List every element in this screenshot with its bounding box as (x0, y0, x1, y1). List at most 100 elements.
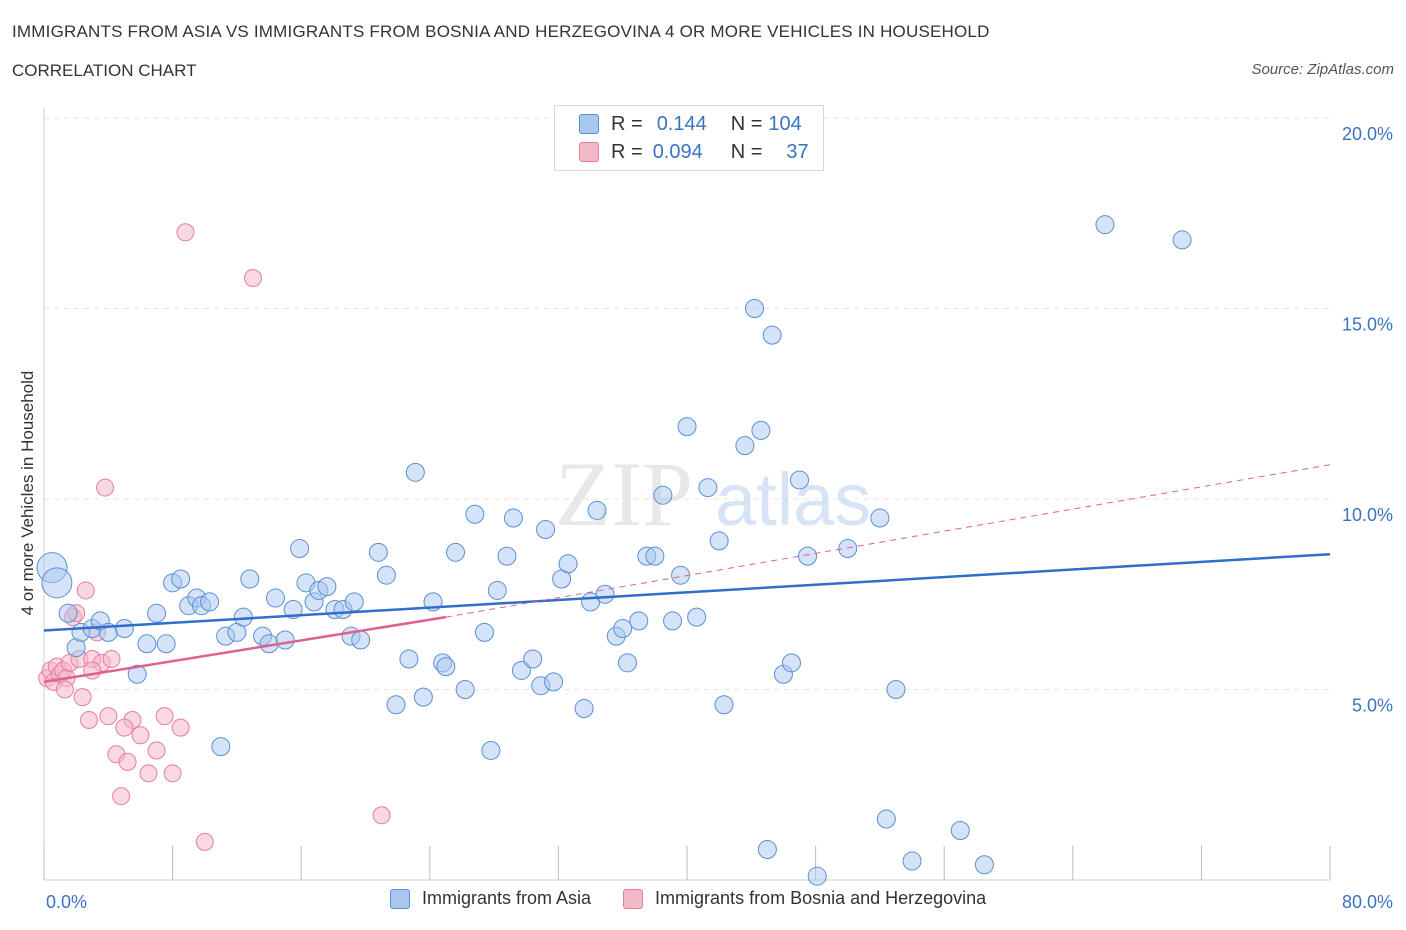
point-asia (595, 584, 615, 604)
point-asia (757, 840, 777, 860)
point-asia (275, 630, 295, 650)
point-bosnia (76, 581, 95, 600)
point-bosnia (80, 710, 99, 729)
gridlines (44, 117, 1330, 690)
legend-swatch-asia (390, 888, 410, 909)
point-asia (481, 740, 501, 760)
point-asia (807, 866, 827, 886)
y-tick-label: 10.0% (1342, 505, 1393, 525)
point-bosnia (102, 650, 121, 669)
legend-r-value: 0.144 (656, 112, 707, 135)
point-asia (211, 737, 231, 757)
chart-subtitle: CORRELATION CHART (12, 61, 197, 80)
point-asia (344, 592, 364, 612)
point-asia (58, 603, 78, 623)
point-asia (558, 554, 578, 574)
legend-n-value: 37 (786, 140, 809, 163)
point-asia (790, 470, 810, 490)
legend-r-label: R = (611, 112, 643, 135)
x-tick-label: 80.0% (1342, 892, 1393, 912)
point-bosnia (96, 478, 115, 497)
point-asia (663, 611, 683, 631)
point-bosnia (118, 752, 137, 771)
point-bosnia (73, 688, 92, 707)
point-asia (137, 634, 157, 654)
point-asia (714, 695, 734, 715)
trendlines (43, 464, 1331, 684)
stats-legend: R = 0.144 N = 104 R = 0.094 N = 37 (554, 105, 824, 171)
point-asia (523, 649, 543, 669)
point-asia (613, 619, 633, 639)
legend-item-bosnia: Immigrants from Bosnia and Herzegovina (623, 888, 986, 909)
point-bosnia (139, 764, 158, 783)
point-asia (171, 569, 191, 589)
point-asia (950, 820, 970, 840)
point-asia (317, 577, 337, 597)
point-asia (698, 478, 718, 498)
legend-r-label: R = (611, 140, 643, 163)
point-asia (544, 672, 564, 692)
point-asia (147, 603, 167, 623)
point-asia (265, 588, 285, 608)
y-axis-label: 4 or more Vehicles in Household (18, 371, 37, 616)
point-asia (735, 436, 755, 456)
point-asia (351, 630, 371, 650)
legend-swatch-asia (579, 114, 599, 134)
point-asia (127, 664, 147, 684)
point-asia (870, 508, 890, 528)
point-asia (876, 809, 896, 829)
point-asia (574, 699, 594, 719)
point-asia (886, 680, 906, 699)
point-bosnia (112, 787, 131, 806)
tick-labels: 5.0% 10.0% 15.0% 20.0% 0.0% 80.0% (46, 124, 1393, 912)
point-bosnia (55, 680, 74, 699)
point-bosnia (83, 661, 102, 680)
point-asia (446, 542, 466, 562)
point-asia (511, 660, 531, 680)
point-asia (156, 634, 176, 654)
point-asia (781, 653, 801, 673)
point-asia (1095, 215, 1115, 235)
legend-label-bosnia: Immigrants from Bosnia and Herzegovina (655, 888, 987, 908)
point-asia (41, 567, 73, 599)
point-asia (413, 687, 433, 707)
point-bosnia (131, 726, 150, 745)
point-asia (497, 546, 517, 566)
point-asia (114, 619, 134, 639)
point-bosnia (147, 741, 166, 760)
point-asia (283, 599, 303, 619)
point-asia (503, 508, 523, 528)
point-bosnia (155, 707, 174, 726)
legend-label-asia: Immigrants from Asia (422, 888, 592, 908)
series-bosnia-points (38, 223, 391, 851)
point-asia (838, 539, 858, 559)
point-asia (455, 680, 475, 699)
point-asia (745, 299, 765, 318)
point-asia (290, 539, 310, 559)
point-asia (536, 519, 556, 539)
point-bosnia (171, 718, 190, 737)
chart-title: IMMIGRANTS FROM ASIA VS IMMIGRANTS FROM … (12, 22, 990, 41)
point-asia (368, 542, 388, 562)
point-asia (751, 420, 771, 440)
legend-n-value: 104 (768, 112, 802, 135)
series-asia-points (36, 215, 1192, 886)
legend-row-bosnia: R = 0.094 N = 37 (579, 138, 809, 166)
legend-swatch-bosnia (579, 142, 599, 162)
point-asia (687, 607, 707, 627)
point-asia (798, 546, 818, 566)
trendline-asia (43, 552, 1331, 632)
point-asia (653, 485, 673, 505)
axes (43, 108, 1331, 881)
legend-n-label: N = (730, 112, 763, 135)
point-asia (376, 565, 396, 585)
legend-item-asia: Immigrants from Asia (390, 888, 591, 909)
y-tick-label: 20.0% (1342, 124, 1393, 144)
point-asia (587, 500, 607, 520)
point-asia (709, 531, 729, 551)
point-asia (677, 417, 697, 437)
point-asia (240, 569, 260, 589)
point-asia (618, 653, 638, 673)
point-asia (974, 855, 994, 875)
point-bosnia (243, 269, 262, 288)
